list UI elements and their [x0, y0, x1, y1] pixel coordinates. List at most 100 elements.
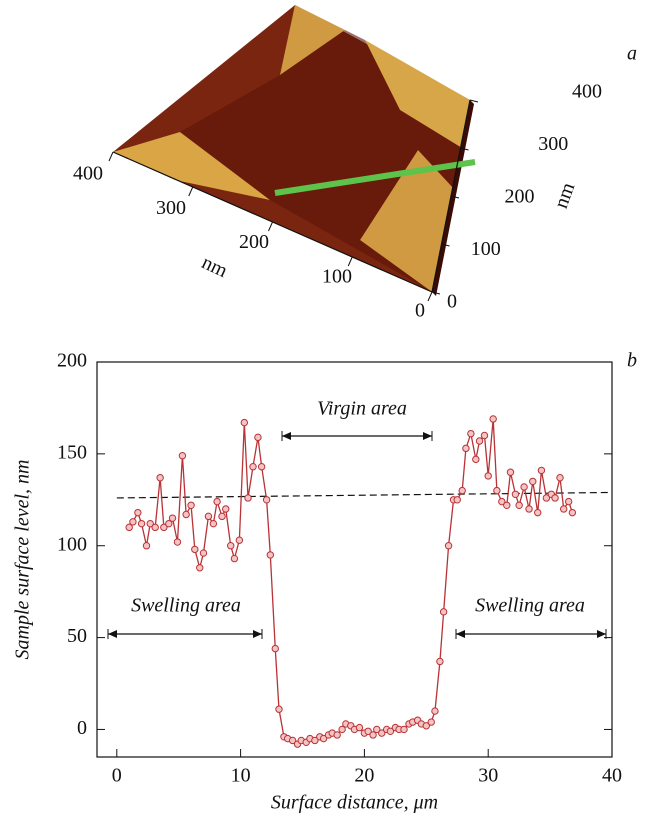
data-point — [459, 487, 465, 493]
x-tick — [269, 222, 273, 231]
data-point — [276, 706, 282, 712]
annotation: Virgin area — [317, 398, 407, 420]
data-point — [245, 495, 251, 501]
panel-label: a — [627, 43, 637, 65]
x-tick-label: 0 — [415, 300, 425, 322]
data-point — [432, 708, 438, 714]
data-point — [440, 609, 446, 615]
arrow-head — [108, 630, 117, 638]
y-tick-label: 50 — [67, 625, 87, 647]
arrow-head — [253, 630, 262, 638]
data-point — [263, 497, 269, 503]
x-tick-label: 200 — [239, 231, 269, 253]
data-point — [143, 543, 149, 549]
x-tick — [189, 187, 193, 196]
data-point — [428, 719, 434, 725]
data-point — [169, 515, 175, 521]
data-point — [516, 502, 522, 508]
data-point — [135, 509, 141, 515]
data-point — [468, 430, 474, 436]
y-tick-label: 100 — [471, 238, 501, 260]
data-point — [535, 509, 541, 515]
data-point — [152, 524, 158, 530]
panel-label: b — [627, 350, 637, 372]
data-point — [401, 726, 407, 732]
data-point — [521, 484, 527, 490]
figure: 01002003004000100200300400nmnma 05010015… — [0, 0, 651, 820]
data-point — [255, 434, 261, 440]
data-point — [210, 520, 216, 526]
x-tick-label: 400 — [73, 163, 103, 185]
data-point — [223, 506, 229, 512]
arrow-head — [597, 630, 606, 638]
data-point — [530, 478, 536, 484]
data-point — [454, 497, 460, 503]
data-point — [250, 464, 256, 470]
y-tick-label: 200 — [505, 186, 535, 208]
data-point — [179, 452, 185, 458]
arrow-head — [456, 630, 465, 638]
x-tick-label: 10 — [231, 765, 251, 787]
data-point — [241, 419, 247, 425]
x-tick — [109, 152, 113, 161]
data-line — [129, 419, 572, 744]
data-point — [494, 487, 500, 493]
data-point — [267, 552, 273, 558]
data-point — [437, 658, 443, 664]
data-point — [334, 732, 340, 738]
data-point — [236, 537, 242, 543]
y-tick-label: 0 — [447, 291, 457, 313]
annotation: Swelling area — [475, 595, 585, 617]
x-tick-label: 0 — [112, 765, 122, 787]
data-point — [565, 498, 571, 504]
data-point — [258, 464, 264, 470]
data-point — [183, 511, 189, 517]
data-point — [157, 475, 163, 481]
x-axis-label: Surface distance, μm — [271, 792, 438, 814]
y-tick-label: 0 — [77, 717, 87, 739]
panel-b: 0 50 100 150 200 0 10 20 30 40 Surface distance, μ… — [12, 350, 637, 814]
y-tick-label: 100 — [57, 533, 87, 555]
data-point — [463, 445, 469, 451]
data-point — [197, 565, 203, 571]
data-point — [205, 513, 211, 519]
data-point — [130, 519, 136, 525]
data-point — [138, 520, 144, 526]
data-point — [231, 555, 237, 561]
arrow-head — [423, 432, 432, 440]
data-point — [561, 506, 567, 512]
data-point — [192, 546, 198, 552]
data-point — [356, 724, 362, 730]
x-tick-label: 30 — [478, 765, 498, 787]
data-point — [188, 502, 194, 508]
data-point — [507, 469, 513, 475]
data-point — [490, 416, 496, 422]
afm-surface — [113, 5, 475, 296]
y-tick-label: 150 — [57, 441, 87, 463]
data-point — [174, 539, 180, 545]
x-tick-label: 40 — [602, 765, 622, 787]
data-point — [200, 550, 206, 556]
y-axis-label: nm — [550, 179, 580, 211]
arrow-head — [282, 432, 291, 440]
x-tick-label: 300 — [156, 197, 186, 219]
y-tick-label: 200 — [57, 350, 87, 372]
data-point — [512, 491, 518, 497]
data-point — [481, 432, 487, 438]
reference-line — [117, 492, 612, 498]
data-point — [569, 509, 575, 515]
data-point — [228, 543, 234, 549]
data-point — [445, 543, 451, 549]
x-axis-label: nm — [198, 251, 231, 282]
x-tick-label: 100 — [322, 265, 352, 287]
plot-frame — [97, 362, 612, 757]
data-point — [214, 498, 220, 504]
data-point — [219, 513, 225, 519]
data-point — [538, 467, 544, 473]
data-point — [272, 645, 278, 651]
data-point — [504, 502, 510, 508]
x-tick-label: 20 — [354, 765, 374, 787]
data-point — [473, 456, 479, 462]
data-point — [526, 506, 532, 512]
y-tick-label: 300 — [538, 133, 568, 155]
